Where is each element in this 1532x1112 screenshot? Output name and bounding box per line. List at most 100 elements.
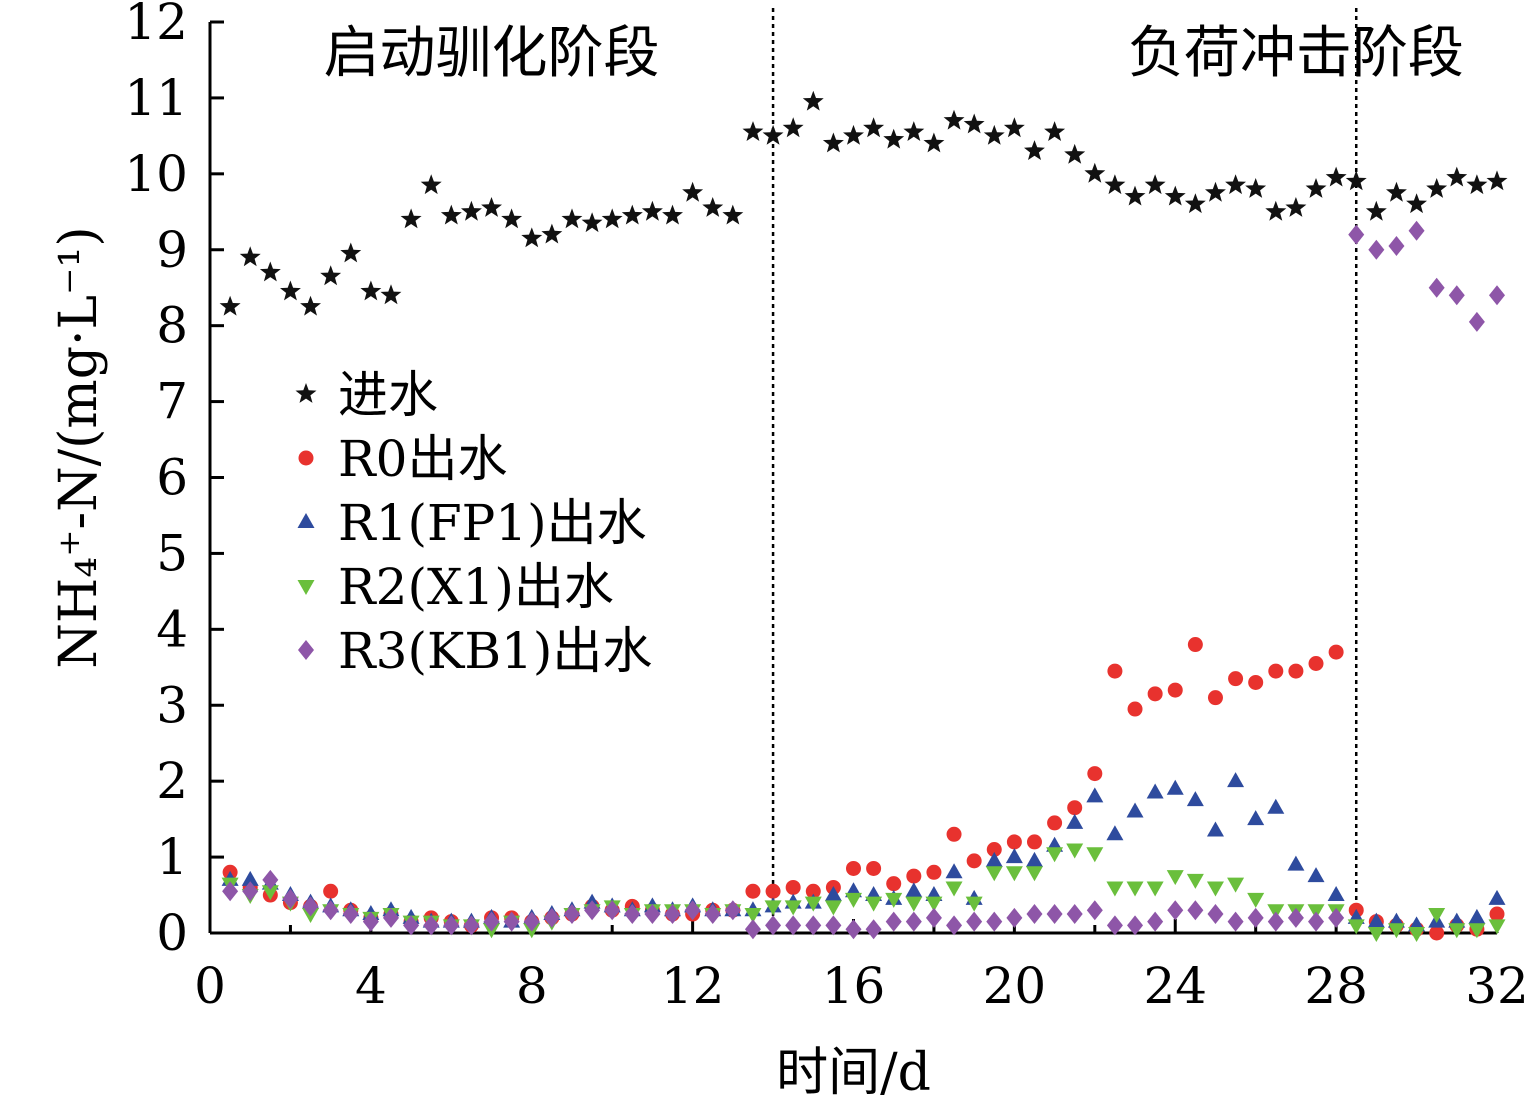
data-point <box>380 284 402 305</box>
data-point <box>682 181 704 202</box>
data-point <box>1086 900 1103 921</box>
data-point <box>1026 834 1042 850</box>
data-point <box>1186 791 1204 807</box>
data-point <box>604 900 621 921</box>
data-point <box>481 197 502 217</box>
data-point <box>621 204 643 225</box>
data-point <box>1408 220 1425 241</box>
legend-label: 进水 <box>338 366 438 424</box>
data-point <box>946 826 962 842</box>
data-point <box>765 915 782 936</box>
data-point <box>886 876 902 892</box>
data-point <box>1429 925 1445 941</box>
data-point <box>1227 772 1245 788</box>
data-point <box>1388 235 1405 256</box>
data-point <box>684 900 701 921</box>
data-point <box>785 879 801 895</box>
data-point <box>1406 193 1427 214</box>
y-tick-label: 3 <box>156 676 188 734</box>
data-point <box>1288 663 1304 679</box>
data-point <box>1164 185 1186 206</box>
data-point <box>1006 834 1022 850</box>
y-tick-label: 1 <box>156 828 188 886</box>
data-point <box>802 90 824 111</box>
data-point <box>362 911 379 932</box>
data-point <box>1327 886 1345 902</box>
data-point <box>1267 798 1285 814</box>
data-point <box>925 896 943 912</box>
data-point <box>420 174 442 195</box>
legend-label: R1(FP1)出水 <box>338 494 647 552</box>
data-point <box>945 863 963 879</box>
data-point <box>785 915 802 936</box>
data-point <box>1325 166 1347 187</box>
data-point <box>300 295 321 316</box>
series-1 <box>222 637 1505 941</box>
data-point <box>943 109 965 130</box>
data-point <box>1285 197 1307 217</box>
x-tick-label: 32 <box>1465 957 1529 1015</box>
data-point <box>541 223 563 244</box>
data-point <box>1308 911 1325 932</box>
data-point <box>986 841 1002 857</box>
y-tick-label: 8 <box>156 297 188 355</box>
data-point <box>1206 821 1224 837</box>
data-point <box>662 204 683 225</box>
legend-label: R2(X1)出水 <box>338 558 614 616</box>
data-point <box>262 869 279 890</box>
data-point <box>965 896 983 912</box>
data-point <box>1468 908 1486 924</box>
data-point <box>1184 193 1206 214</box>
legend-marker <box>297 580 315 595</box>
data-point <box>1367 927 1385 942</box>
data-point <box>824 886 842 902</box>
axis-titles: 时间/d NH₄⁺-N/(mg·L⁻¹) <box>49 226 931 1103</box>
data-point <box>1144 174 1166 195</box>
data-point <box>644 904 661 925</box>
data-point <box>906 868 922 884</box>
data-point <box>340 242 362 263</box>
data-point <box>866 860 882 876</box>
data-point <box>1067 800 1083 816</box>
data-point <box>259 261 281 282</box>
data-point <box>805 915 822 936</box>
data-point <box>1347 919 1365 935</box>
data-point <box>1468 311 1485 332</box>
data-point <box>1126 881 1144 897</box>
data-point <box>1267 911 1284 932</box>
data-point <box>782 117 804 138</box>
data-point <box>784 900 802 916</box>
data-point <box>824 900 842 916</box>
data-point <box>1448 285 1465 306</box>
data-point <box>923 132 945 153</box>
data-point <box>1106 915 1123 936</box>
data-point <box>1124 185 1146 206</box>
data-point <box>905 911 922 932</box>
y-tick-label: 7 <box>156 373 188 431</box>
data-point <box>483 911 500 932</box>
data-point <box>501 208 523 229</box>
data-point <box>1305 178 1327 198</box>
data-point <box>1005 848 1023 864</box>
data-point <box>1308 655 1324 671</box>
data-point <box>1046 847 1064 863</box>
data-point <box>1227 877 1245 893</box>
data-point <box>1106 881 1124 897</box>
data-point <box>744 919 761 940</box>
data-point <box>1046 904 1063 925</box>
data-point <box>1166 870 1184 886</box>
data-point <box>403 915 420 936</box>
legend: 进水 R0出水 R1(FP1)出水 R2(X1)出水 R3(KB1)出水 <box>295 366 652 680</box>
data-point <box>1147 911 1164 932</box>
data-point <box>946 915 963 936</box>
data-point <box>323 883 339 899</box>
data-point <box>239 246 261 267</box>
data-point <box>1087 766 1103 782</box>
data-point <box>503 911 520 932</box>
data-point <box>845 919 862 940</box>
data-point <box>664 904 681 925</box>
data-point <box>985 851 1003 867</box>
data-marks <box>219 90 1508 942</box>
y-tick-label: 11 <box>124 69 188 127</box>
